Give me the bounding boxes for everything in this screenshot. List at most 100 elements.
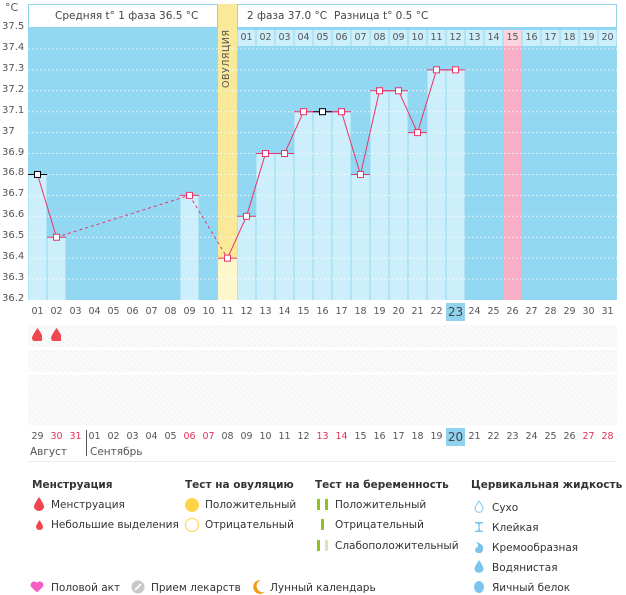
temperature-point: [376, 87, 383, 95]
calendar-date-label: 31: [69, 431, 82, 442]
calendar-date-label: 27: [582, 431, 595, 442]
legend-intercourse: Половой акт: [51, 582, 121, 594]
menstruation-drop-icon: [34, 497, 44, 511]
extra-marks-row[interactable]: [28, 375, 617, 425]
menstruation-drop-icon[interactable]: [32, 328, 42, 341]
cycle-day-label[interactable]: 13: [259, 306, 272, 317]
calendar-date-label: 15: [354, 431, 367, 442]
phase-summary-header: Средняя t° 1 фаза 36.5 °C 2 фаза 37.0 °C…: [28, 4, 617, 28]
y-tick-label: 37.1: [2, 104, 25, 116]
calendar-date-label: 24: [525, 431, 538, 442]
calendar-date-label: 02: [107, 431, 120, 442]
cycle-day-label[interactable]: 28: [544, 306, 557, 317]
cycle-day-label[interactable]: 15: [297, 306, 310, 317]
cycle-day-label[interactable]: 30: [582, 306, 595, 317]
calendar-date-label: 10: [259, 431, 272, 442]
calendar-date-label: 09: [240, 431, 253, 442]
cycle-day-label[interactable]: 03: [69, 306, 82, 317]
temperature-bar: [370, 90, 389, 301]
legend-ovulation-positive: Положительный: [205, 499, 297, 511]
legend-cervical-fluid-title: Цервикальная жидкость: [471, 479, 623, 491]
post-ovulation-day-label: 19: [582, 32, 595, 43]
calendar-date-label: 03: [126, 431, 139, 442]
post-ovulation-day-cell: [446, 30, 465, 46]
temperature-bar: [218, 258, 237, 300]
cycle-day-label[interactable]: 11: [221, 306, 234, 317]
post-ovulation-day-label: 03: [278, 32, 291, 43]
cycle-day-label[interactable]: 18: [354, 306, 367, 317]
header-divider: [217, 5, 218, 27]
temperature-bar: [313, 111, 332, 300]
calendar-date-label: 26: [563, 431, 576, 442]
cycle-day-label[interactable]: 02: [50, 306, 63, 317]
cycle-day-label[interactable]: 20: [392, 306, 405, 317]
post-ovulation-day-label: 14: [487, 32, 500, 43]
legend-fluid-egg-white: Яичный белок: [492, 582, 571, 594]
cycle-day-label[interactable]: 23: [446, 303, 465, 321]
post-ovulation-day-label: 01: [240, 32, 253, 43]
cycle-day-label[interactable]: 12: [240, 306, 253, 317]
cycle-day-label[interactable]: 27: [525, 306, 538, 317]
cycle-day-label[interactable]: 06: [126, 306, 139, 317]
cycle-day-label[interactable]: 24: [468, 306, 481, 317]
cycle-day-label[interactable]: 17: [335, 306, 348, 317]
ovulation-column: [218, 4, 237, 300]
cycle-day-label[interactable]: 10: [202, 306, 215, 317]
post-ovulation-day-label: 02: [259, 32, 272, 43]
temperature-point: [433, 66, 440, 74]
menstruation-drop-icon[interactable]: [51, 328, 61, 341]
cycle-day-label[interactable]: 07: [145, 306, 158, 317]
post-ovulation-day-label: 09: [392, 32, 405, 43]
post-ovulation-day-cell: [598, 30, 617, 46]
y-tick-label: 37.3: [2, 62, 25, 74]
post-ovulation-day-cell: [522, 30, 541, 46]
cycle-day-label[interactable]: 01: [31, 306, 44, 317]
post-ovulation-day-cell: [294, 30, 313, 46]
phase1-average: Средняя t° 1 фаза 36.5 °C: [55, 10, 199, 22]
calendar-date-label: 17: [392, 431, 405, 442]
post-ovulation-day-cell: [237, 30, 256, 46]
cycle-day-label[interactable]: 08: [164, 306, 177, 317]
cycle-day-label[interactable]: 21: [411, 306, 424, 317]
cycle-day-label[interactable]: 19: [373, 306, 386, 317]
post-ovulation-day-label: 04: [297, 32, 310, 43]
month-august: Август: [30, 446, 67, 458]
cycle-day-label[interactable]: 09: [183, 306, 196, 317]
temperature-point: [395, 87, 402, 95]
post-ovulation-day-label: 08: [373, 32, 386, 43]
pregnancy-positive-icon: [317, 499, 320, 510]
cycle-day-label[interactable]: 26: [506, 306, 519, 317]
y-tick-label: 37.4: [2, 41, 25, 53]
post-ovulation-day-cell: [332, 30, 351, 46]
notes-row[interactable]: [28, 350, 617, 372]
temperature-line-segment: [37, 174, 57, 238]
y-tick-label: 36.4: [2, 251, 25, 263]
post-ovulation-day-label: 13: [468, 32, 481, 43]
calendar-date-label: 29: [31, 431, 44, 442]
temperature-line-segment: [398, 90, 418, 133]
cycle-day-label[interactable]: 05: [107, 306, 120, 317]
y-tick-label: 37.5: [2, 21, 25, 32]
y-tick-label: 36.8: [2, 167, 25, 179]
cycle-day-label[interactable]: 04: [88, 306, 101, 317]
cycle-day-label[interactable]: 29: [563, 306, 576, 317]
calendar-date-label: 20: [446, 428, 465, 446]
ovulation-test-negative-icon: [185, 518, 199, 532]
calendar-date-label: 08: [221, 431, 234, 442]
cycle-day-label[interactable]: 14: [278, 306, 291, 317]
post-ovulation-day-label: 18: [563, 32, 576, 43]
legend-menstruation-title: Менструация: [32, 479, 113, 491]
post-ovulation-day-cell: [541, 30, 560, 46]
calendar-date-label: 18: [411, 431, 424, 442]
y-tick-label: 36.7: [2, 188, 25, 200]
cycle-day-label[interactable]: 25: [487, 306, 500, 317]
cycle-day-label[interactable]: 22: [430, 306, 443, 317]
y-tick-label: 36.3: [2, 272, 25, 284]
y-tick-label: 36.9: [2, 146, 25, 158]
cycle-day-label[interactable]: 31: [601, 306, 614, 317]
symptoms-row[interactable]: [28, 325, 617, 347]
post-ovulation-day-label: 17: [544, 32, 557, 43]
cycle-day-label[interactable]: 16: [316, 306, 329, 317]
calendar-date-label: 01: [88, 431, 101, 442]
sticky-icon: [475, 522, 483, 532]
